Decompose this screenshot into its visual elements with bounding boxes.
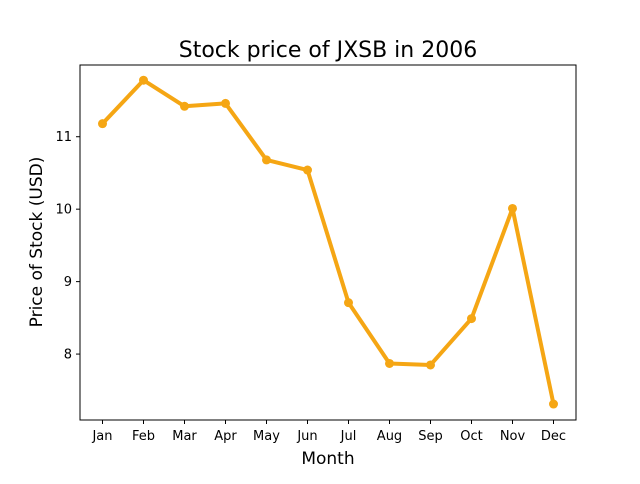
y-tick-label: 9	[64, 275, 72, 290]
plot-area-frame	[79, 64, 577, 421]
x-tick-label: May	[253, 429, 280, 444]
y-tick-label: 11	[55, 130, 72, 145]
x-tick-label: Oct	[460, 429, 482, 444]
x-tick-label: Nov	[500, 429, 526, 444]
x-axis: Jan Feb Mar Apr May Jun Jul Aug Sep Oct Nov Dec	[91, 420, 566, 444]
x-tick-label: Jan	[91, 429, 112, 444]
data-point	[467, 314, 476, 324]
data-point	[180, 101, 189, 111]
x-tick-label: Sep	[418, 429, 443, 444]
x-tick-label: Dec	[541, 429, 566, 444]
data-point	[549, 399, 558, 409]
data-point	[344, 298, 353, 308]
data-point	[385, 358, 394, 368]
x-tick-label: Feb	[132, 429, 155, 444]
data-point	[98, 119, 107, 129]
x-tick-label: Jul	[340, 429, 357, 444]
y-tick-label: 8	[64, 348, 72, 363]
data-point	[221, 98, 230, 108]
y-tick-label: 10	[55, 203, 72, 218]
data-point	[426, 360, 435, 370]
x-axis-label: Month	[301, 449, 354, 469]
series-line	[100, 78, 556, 407]
x-tick-label: Jun	[296, 429, 317, 444]
data-point	[303, 165, 312, 175]
x-tick-label: Aug	[377, 429, 402, 444]
data-point	[508, 203, 517, 213]
data-point	[262, 155, 271, 165]
y-axis: 8 9 10 11	[55, 130, 80, 363]
x-tick-label: Apr	[214, 429, 237, 444]
y-axis-label: Price of Stock (USD)	[27, 157, 47, 328]
series-layer	[98, 75, 558, 409]
data-point	[139, 75, 148, 85]
x-tick-label: Mar	[172, 429, 197, 444]
chart-title: Stock price of JXSB in 2006	[179, 38, 477, 63]
